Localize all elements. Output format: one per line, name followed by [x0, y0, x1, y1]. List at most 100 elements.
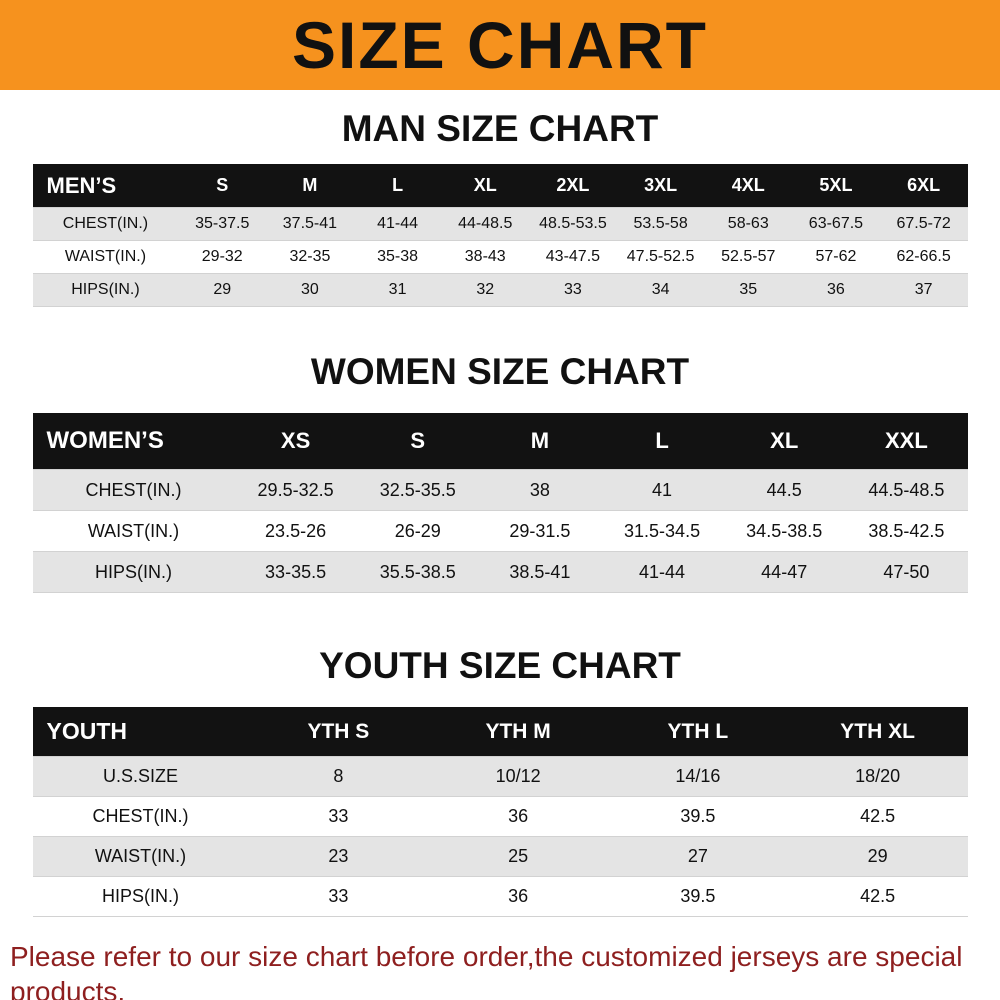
row-label-cell: U.S.SIZE: [103, 766, 179, 786]
value-cell: 38: [529, 479, 550, 500]
value-cell: 58-63: [727, 215, 769, 232]
size-header-cell: M: [478, 413, 601, 470]
value-cell: 31: [388, 281, 407, 298]
value-cell: 32-35: [289, 248, 331, 265]
value-cell: 32: [476, 281, 495, 298]
value-cell: 35-38: [377, 248, 419, 265]
value-cell: 39.5: [680, 886, 716, 906]
value-cell: 44-48.5: [458, 215, 513, 232]
value-cell: 62-66.5: [896, 248, 951, 265]
value-cell: 41-44: [639, 561, 686, 582]
value-cell: 37.5-41: [282, 215, 338, 232]
value-cell: 18/20: [855, 766, 901, 786]
table-row: CHEST(IN.) 33 36 39.5 42.5: [32, 796, 968, 837]
value-cell: 29-31.5: [509, 520, 571, 541]
youth-section-heading: YOUTH SIZE CHART: [319, 645, 681, 686]
value-cell: 29: [867, 846, 888, 866]
value-cell: 37: [914, 281, 933, 298]
row-label-cell: HIPS(IN.): [102, 886, 180, 906]
footer-notice-line-1: Please refer to our size chart before or…: [10, 941, 963, 1000]
size-header-cell: L: [600, 413, 724, 470]
value-cell: 38.5-42.5: [868, 520, 945, 541]
size-header-cell: S: [356, 413, 479, 470]
women-size-table: WOMEN’S XS S M L XL XXL CHEST(IN.) 29.5-32.5 32.5…: [32, 413, 968, 593]
value-cell: 25: [508, 846, 529, 866]
size-header-cell: YTH L: [607, 707, 788, 757]
size-header-cell: XL: [723, 413, 846, 470]
table-title-cell: WOMEN’S: [32, 413, 235, 470]
value-cell: 33: [564, 281, 582, 298]
size-header-cell: 5XL: [792, 164, 880, 208]
value-cell: 29: [213, 281, 232, 298]
size-header-cell: YTH XL: [787, 707, 968, 757]
value-cell: 29-32: [201, 248, 243, 265]
value-cell: 35.5-38.5: [379, 561, 456, 582]
value-cell: 44.5: [766, 479, 802, 500]
value-cell: 32.5-35.5: [379, 479, 456, 500]
value-cell: 44-47: [761, 561, 808, 582]
value-cell: 47.5-52.5: [626, 248, 695, 265]
value-cell: 34: [651, 281, 670, 298]
value-cell: 44.5-48.5: [868, 479, 945, 500]
value-cell: 48.5-53.5: [539, 215, 607, 232]
value-cell: 14/16: [675, 766, 721, 786]
section-women: WOMEN SIZE CHART WOMEN’S XS S M L XL XXL CHEST(…: [0, 351, 1000, 593]
row-label-cell: CHEST(IN.): [92, 806, 189, 826]
value-cell: 35: [739, 281, 758, 298]
row-label-cell: WAIST(IN.): [94, 846, 187, 866]
value-cell: 35-37.5: [195, 215, 250, 232]
size-header-cell: YTH M: [428, 707, 608, 757]
table-row: HIPS(IN.) 29 30 31 32 33 34 35 36 37: [32, 273, 968, 307]
value-cell: 36: [508, 806, 529, 826]
row-label-cell: HIPS(IN.): [71, 281, 140, 298]
section-men: MAN SIZE CHART MEN’S S M L XL 2XL 3XL 4XL 5XL 6XL…: [0, 108, 1000, 307]
size-header-cell: 4XL: [704, 164, 793, 208]
value-cell: 26-29: [394, 520, 441, 541]
value-cell: 8: [333, 766, 344, 786]
value-cell: 23: [328, 846, 349, 866]
size-header-cell: XL: [441, 164, 530, 208]
women-section-heading: WOMEN SIZE CHART: [310, 351, 690, 392]
value-cell: 63-67.5: [808, 215, 864, 232]
value-cell: 57-62: [815, 248, 857, 265]
table-row: WAIST(IN.) 29-32 32-35 35-38 38-43 43-47.5 47.…: [32, 240, 968, 274]
table-row: WAIST(IN.) 23 25 27 29: [32, 836, 968, 877]
row-label-cell: CHEST(IN.): [62, 215, 149, 232]
value-cell: 53.5-58: [633, 215, 688, 232]
row-label-cell: WAIST(IN.): [64, 248, 147, 265]
size-header-cell: 6XL: [879, 164, 968, 208]
value-cell: 38-43: [464, 248, 506, 265]
youth-size-table: YOUTH YTH S YTH M YTH L YTH XL U.S.SIZE 8 10/12…: [32, 707, 968, 917]
value-cell: 41: [652, 479, 673, 500]
table-header-row: WOMEN’S XS S M L XL XXL: [32, 413, 968, 470]
table-row: HIPS(IN.) 33-35.5 35.5-38.5 38.5-41 41-44 44-…: [32, 551, 968, 593]
table-row: CHEST(IN.) 29.5-32.5 32.5-35.5 38 41 44.5 44.5…: [32, 469, 968, 511]
value-cell: 10/12: [495, 766, 541, 786]
value-cell: 38.5-41: [509, 561, 571, 582]
table-row: WAIST(IN.) 23.5-26 26-29 29-31.5 31.5-34.5 34…: [32, 510, 968, 552]
footer-notice: Please refer to our size chart before or…: [0, 939, 1000, 1000]
table-row: CHEST(IN.) 35-37.5 37.5-41 41-44 44-48.5 48.5…: [32, 207, 968, 241]
size-header-cell: M: [266, 164, 354, 208]
value-cell: 42.5: [860, 806, 896, 826]
value-cell: 36: [508, 886, 529, 906]
value-cell: 67.5-72: [896, 215, 951, 232]
section-youth: YOUTH SIZE CHART YOUTH YTH S YTH M YTH L YTH…: [0, 645, 1000, 917]
table-title-cell: YOUTH: [32, 707, 249, 757]
value-cell: 33: [328, 806, 349, 826]
value-cell: 27: [687, 846, 708, 866]
value-cell: 29.5-32.5: [257, 479, 334, 500]
size-header-cell: XS: [234, 413, 357, 470]
table-header-row: YOUTH YTH S YTH M YTH L YTH XL: [32, 707, 968, 757]
size-header-cell: S: [178, 164, 267, 208]
table-row: U.S.SIZE 8 10/12 14/16 18/20: [32, 756, 968, 797]
banner: SIZE CHART: [0, 0, 1000, 90]
value-cell: 33-35.5: [265, 561, 327, 582]
row-label-cell: WAIST(IN.): [87, 520, 180, 541]
value-cell: 33: [328, 886, 349, 906]
value-cell: 30: [301, 281, 319, 298]
page-title: SIZE CHART: [292, 8, 708, 82]
table-row: HIPS(IN.) 33 36 39.5 42.5: [32, 876, 968, 917]
value-cell: 23.5-26: [265, 520, 327, 541]
